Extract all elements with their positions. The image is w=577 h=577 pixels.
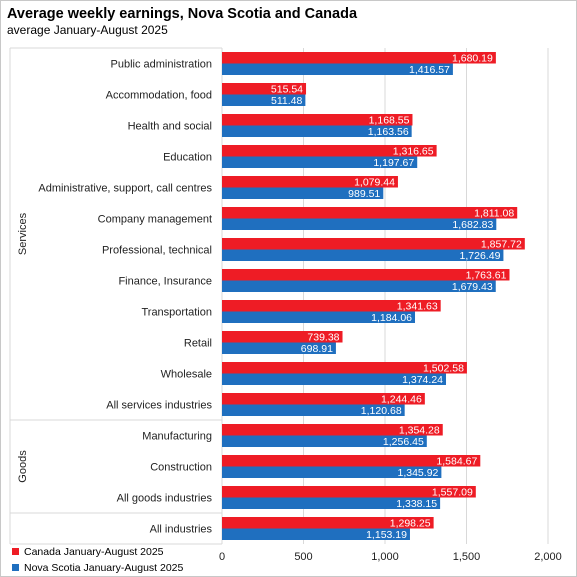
data-label-nova-scotia: 698.91 bbox=[301, 343, 333, 355]
bar-canada bbox=[222, 176, 398, 188]
bar-nova-scotia bbox=[222, 311, 416, 323]
bar-nova-scotia bbox=[222, 435, 427, 447]
data-label-nova-scotia: 1,682.83 bbox=[452, 219, 493, 231]
bar-canada bbox=[222, 52, 496, 64]
bar-nova-scotia bbox=[222, 249, 504, 261]
bar-canada bbox=[222, 238, 525, 250]
bar-canada bbox=[222, 424, 443, 436]
legend-swatch-canada bbox=[12, 548, 19, 555]
bar-canada bbox=[222, 486, 476, 498]
category-label: Manufacturing bbox=[142, 431, 212, 443]
data-label-nova-scotia: 1,416.57 bbox=[409, 64, 450, 76]
category-label: Company management bbox=[98, 214, 212, 226]
chart-title: Average weekly earnings, Nova Scotia and… bbox=[7, 6, 358, 22]
category-label: Construction bbox=[150, 462, 212, 474]
data-label-nova-scotia: 989.51 bbox=[348, 188, 380, 200]
data-label-canada: 1,079.44 bbox=[354, 176, 395, 188]
data-label-nova-scotia: 1,256.45 bbox=[383, 436, 424, 448]
data-label-nova-scotia: 1,120.68 bbox=[361, 405, 402, 417]
category-label: All industries bbox=[150, 524, 213, 536]
bar-nova-scotia bbox=[222, 497, 441, 509]
data-label-canada: 1,298.25 bbox=[390, 517, 431, 529]
data-label-nova-scotia: 1,338.15 bbox=[396, 498, 437, 510]
legend-item-nova-scotia: Nova Scotia January-August 2025 bbox=[12, 562, 183, 574]
bar-nova-scotia bbox=[222, 466, 442, 478]
category-label: All goods industries bbox=[117, 493, 213, 505]
bar-nova-scotia bbox=[222, 125, 412, 137]
x-tick-label: 2,000 bbox=[534, 551, 562, 563]
data-label-canada: 1,557.09 bbox=[432, 486, 473, 498]
bar-nova-scotia bbox=[222, 373, 447, 385]
chart-subtitle: average January-August 2025 bbox=[7, 23, 168, 37]
data-label-nova-scotia: 511.48 bbox=[271, 95, 302, 107]
category-label: All services industries bbox=[106, 400, 212, 412]
data-label-nova-scotia: 1,374.24 bbox=[402, 374, 443, 386]
data-label-canada: 739.38 bbox=[307, 331, 339, 343]
legend-label-nova-scotia: Nova Scotia January-August 2025 bbox=[24, 562, 184, 574]
bar-canada bbox=[222, 114, 413, 126]
data-label-nova-scotia: 1,184.06 bbox=[371, 312, 412, 324]
legend-item-canada: Canada January-August 2025 bbox=[12, 546, 164, 558]
bar-nova-scotia bbox=[222, 218, 497, 230]
bar-nova-scotia bbox=[222, 342, 336, 354]
group-label: Goods bbox=[17, 450, 29, 483]
data-label-canada: 1,857.72 bbox=[481, 238, 522, 250]
category-label: Health and social bbox=[128, 121, 212, 133]
x-tick-label: 0 bbox=[219, 551, 225, 563]
bar-canada bbox=[222, 455, 481, 467]
legend-label-canada: Canada January-August 2025 bbox=[24, 546, 164, 558]
data-label-nova-scotia: 1,726.49 bbox=[460, 250, 501, 262]
bar-canada bbox=[222, 269, 510, 281]
category-label: Retail bbox=[184, 338, 212, 350]
bar-canada bbox=[222, 517, 434, 529]
category-label: Professional, technical bbox=[102, 245, 212, 257]
category-label: Finance, Insurance bbox=[118, 276, 212, 288]
data-label-canada: 1,763.61 bbox=[466, 269, 507, 281]
bar-nova-scotia bbox=[222, 187, 384, 199]
bar-nova-scotia bbox=[222, 528, 410, 540]
category-label: Education bbox=[163, 152, 212, 164]
x-tick-label: 1,500 bbox=[453, 551, 481, 563]
data-label-nova-scotia: 1,345.92 bbox=[398, 467, 439, 479]
data-label-nova-scotia: 1,197.67 bbox=[373, 157, 414, 169]
category-label: Public administration bbox=[111, 59, 213, 71]
bar-canada bbox=[222, 362, 467, 374]
data-label-canada: 1,341.63 bbox=[397, 300, 438, 312]
bar-nova-scotia bbox=[222, 156, 418, 168]
data-label-canada: 1,168.55 bbox=[369, 114, 410, 126]
data-label-canada: 1,811.08 bbox=[474, 207, 514, 219]
x-tick-label: 1,000 bbox=[371, 551, 399, 563]
data-label-canada: 1,316.65 bbox=[393, 145, 434, 157]
data-label-canada: 1,680.19 bbox=[452, 52, 493, 64]
bar-canada bbox=[222, 300, 441, 312]
data-label-canada: 1,244.46 bbox=[381, 393, 422, 405]
bar-nova-scotia bbox=[222, 63, 453, 75]
x-tick-label: 500 bbox=[294, 551, 312, 563]
legend-swatch-nova-scotia bbox=[12, 564, 19, 571]
data-label-nova-scotia: 1,163.56 bbox=[368, 126, 409, 138]
bar-nova-scotia bbox=[222, 94, 306, 106]
bar-canada bbox=[222, 145, 437, 157]
category-label: Administrative, support, call centres bbox=[38, 183, 212, 195]
category-label: Transportation bbox=[141, 307, 212, 319]
data-label-canada: 515.54 bbox=[271, 83, 303, 95]
category-label: Accommodation, food bbox=[106, 90, 212, 102]
bar-canada bbox=[222, 393, 425, 405]
data-label-nova-scotia: 1,153.19 bbox=[366, 529, 407, 541]
data-label-canada: 1,584.67 bbox=[436, 455, 477, 467]
data-label-canada: 1,502.58 bbox=[423, 362, 464, 374]
category-label: Wholesale bbox=[161, 369, 212, 381]
data-label-nova-scotia: 1,679.43 bbox=[452, 281, 493, 293]
bar-canada bbox=[222, 207, 518, 219]
group-label: Services bbox=[17, 212, 29, 255]
bar-canada bbox=[222, 331, 343, 343]
bar-nova-scotia bbox=[222, 280, 496, 292]
data-label-canada: 1,354.28 bbox=[399, 424, 440, 436]
bar-canada bbox=[222, 83, 307, 95]
bar-nova-scotia bbox=[222, 404, 405, 416]
